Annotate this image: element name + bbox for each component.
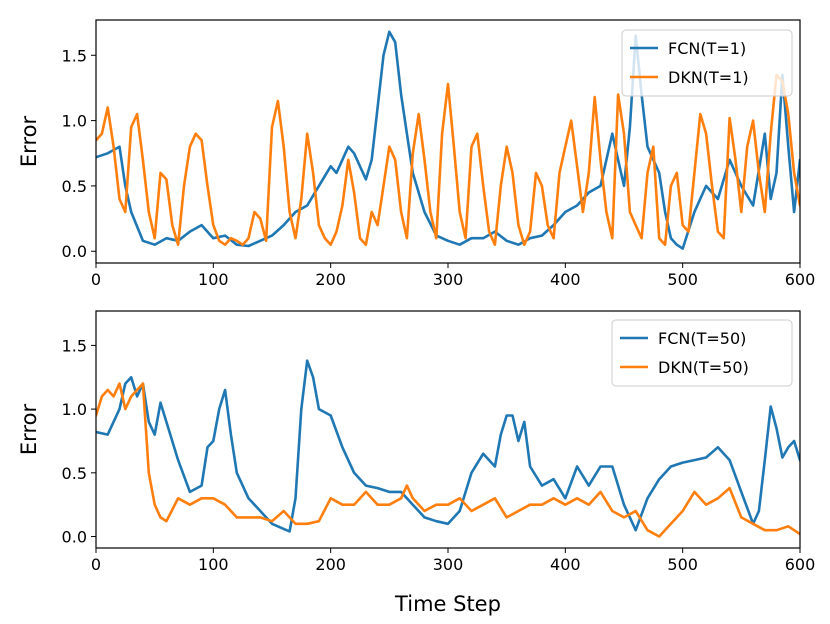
legend-entry-label: FCN(T=1) bbox=[668, 39, 746, 58]
legend-entry-label: DKN(T=50) bbox=[658, 358, 749, 377]
bottom-panel: 0 100 200 300 400 500 600 0.0 0.5 1.0 1.5 Error Time… bbox=[17, 310, 816, 616]
y-tick-label: 0.0 bbox=[62, 528, 87, 547]
x-tick-label: 600 bbox=[785, 555, 816, 574]
x-tick-label: 0 bbox=[91, 555, 101, 574]
x-tick-label: 300 bbox=[433, 270, 464, 289]
x-tick-label: 600 bbox=[785, 270, 816, 289]
y-axis-label: Error bbox=[17, 116, 41, 168]
legend-box bbox=[611, 319, 793, 387]
y-tick-label: 1.5 bbox=[62, 46, 87, 65]
y-tick-label: 1.0 bbox=[62, 112, 87, 131]
y-axis-label: Error bbox=[17, 404, 41, 456]
x-tick-label: 200 bbox=[315, 555, 346, 574]
x-tick-label: 300 bbox=[433, 555, 464, 574]
x-tick-label: 200 bbox=[315, 270, 346, 289]
x-tick-label: 100 bbox=[198, 270, 229, 289]
series-line-dkn bbox=[96, 382, 800, 538]
x-tick-label: 0 bbox=[91, 270, 101, 289]
x-axis-label: Time Step bbox=[394, 592, 501, 616]
legend: FCN(T=50) DKN(T=50) bbox=[611, 319, 793, 387]
y-tick-label: 0.0 bbox=[62, 242, 87, 261]
series-line-dkn bbox=[96, 73, 800, 246]
legend-entry-label: DKN(T=1) bbox=[668, 68, 749, 87]
x-tick-label: 400 bbox=[550, 555, 581, 574]
x-tick-label: 400 bbox=[550, 270, 581, 289]
top-panel: 0 100 200 300 400 500 600 0.0 0.5 1.0 1.5 Error FCN(… bbox=[17, 19, 816, 289]
y-tick-label: 1.0 bbox=[62, 400, 87, 419]
legend-entry-label: FCN(T=50) bbox=[658, 329, 746, 348]
x-tick-label: 500 bbox=[667, 270, 698, 289]
series-line-fcn bbox=[96, 359, 800, 533]
x-tick-label: 100 bbox=[198, 555, 229, 574]
x-tick-label: 500 bbox=[667, 555, 698, 574]
y-tick-label: 1.5 bbox=[62, 336, 87, 355]
legend: FCN(T=1) DKN(T=1) bbox=[621, 29, 793, 97]
legend-box bbox=[621, 29, 793, 97]
y-tick-label: 0.5 bbox=[62, 464, 87, 483]
y-tick-label: 0.5 bbox=[62, 177, 87, 196]
